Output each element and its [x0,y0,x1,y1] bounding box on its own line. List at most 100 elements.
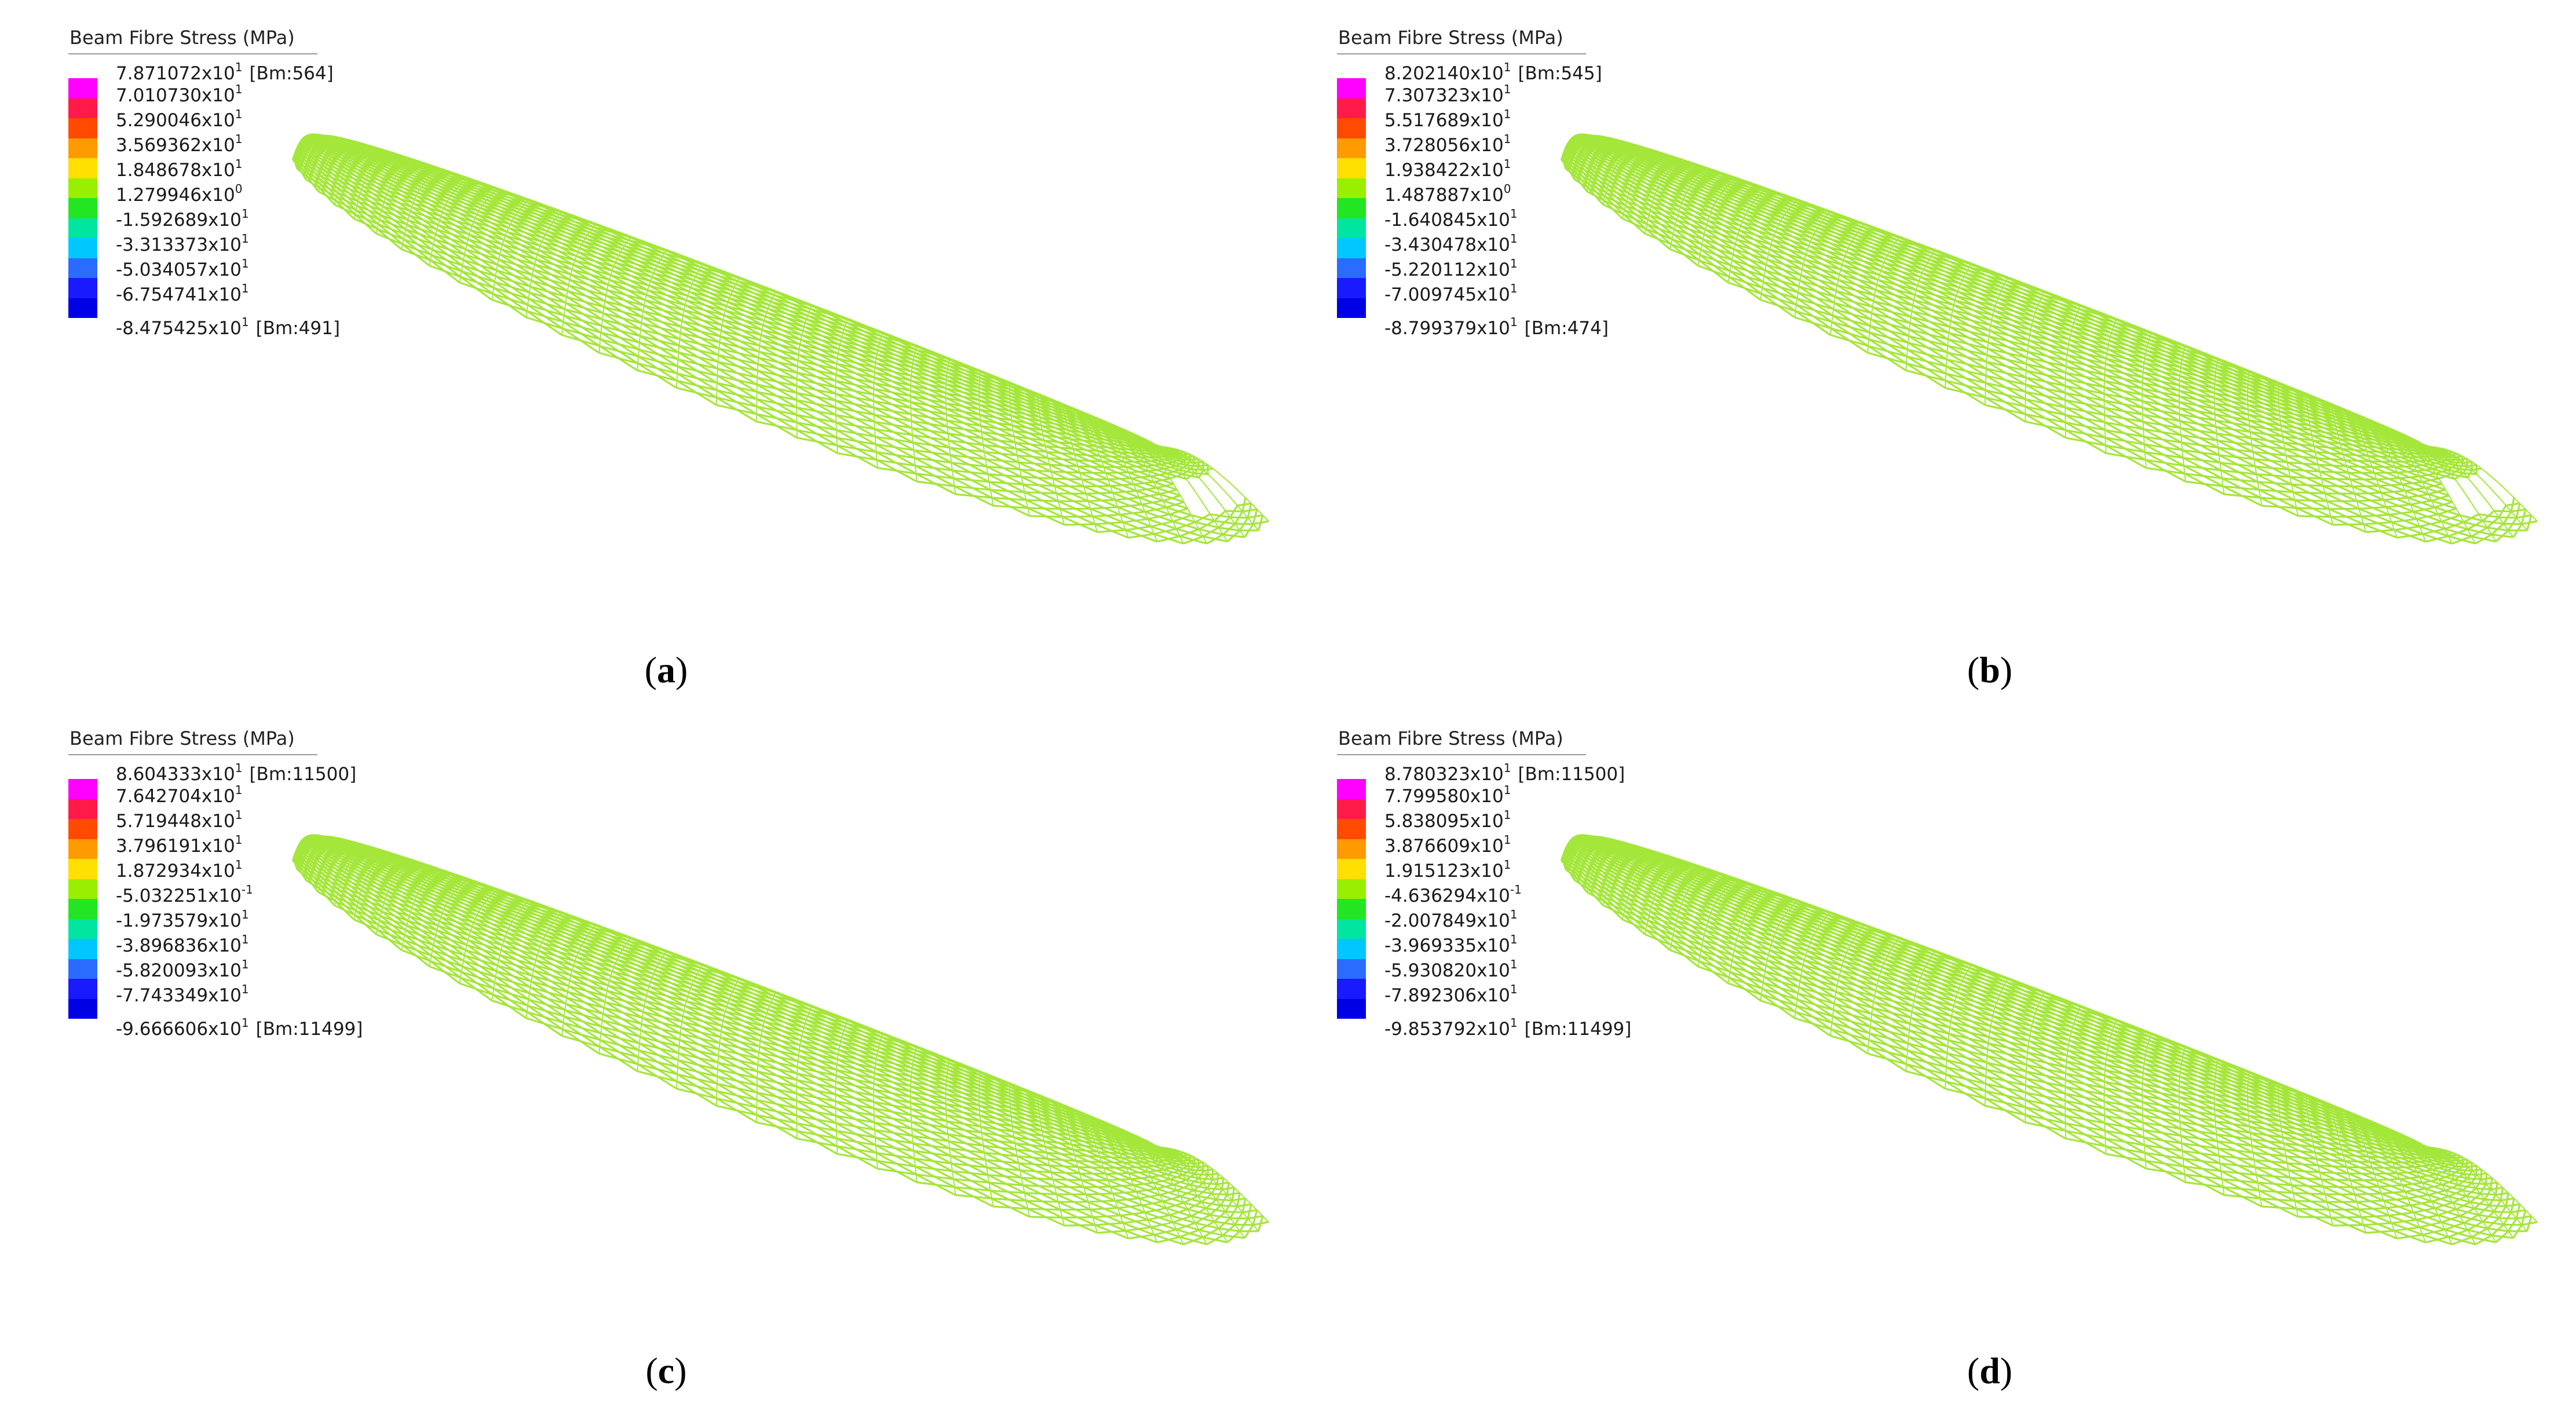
beam-member [527,1004,565,1018]
beam-member [1913,299,1953,311]
beam-member [494,281,530,294]
beam-member [1920,276,1960,289]
beam-member [1649,214,1676,226]
beam-member [796,1072,836,1083]
beam-member [535,959,573,971]
beam-member [576,956,614,968]
beam-member [772,297,811,310]
beam-member [835,1107,875,1117]
beam-member [1957,290,1997,303]
beam-member [1807,249,1844,261]
beam-member [1891,248,1930,261]
beam-member [1764,275,1799,288]
beam-member [461,183,494,194]
beam-member [1077,465,1104,468]
beam-member [405,929,435,941]
arch-rib [1644,160,1684,234]
beam-member [1156,483,1174,489]
beam-member [1097,1230,1126,1234]
beam-member [1120,510,1145,516]
beam-member [651,276,691,289]
beam-member [2333,523,2364,526]
beam-member [1199,1220,1215,1231]
beam-member [914,355,949,367]
beam-member [2435,469,2449,475]
beam-member [321,877,341,887]
beam-member [725,1010,765,1023]
beam-member [2419,520,2442,528]
beam-member [2336,429,2361,436]
beam-member [1194,513,1211,524]
beam-member [1668,170,1697,181]
beam-member [2319,470,2349,474]
beam-member [1945,372,1986,384]
beam-member [1234,1212,1244,1226]
beam-member [533,969,570,982]
beam-member [430,259,462,272]
beam-member [1713,204,1746,215]
beam-member [684,309,724,321]
arch-rib [676,964,703,1089]
beam-member [656,965,696,979]
beam-member [878,345,915,357]
beam-member [2455,459,2460,466]
beam-member [439,920,471,932]
beam-member [835,393,874,403]
beam-member [2388,451,2407,455]
beam-member [2383,496,2408,501]
beam-member [916,473,954,480]
beam-member [2032,320,2072,332]
beam-member [758,1058,798,1069]
beam-member [2283,441,2314,447]
beam-member [648,284,688,297]
beam-member [802,330,841,342]
colorbar-segment [68,979,97,999]
beam-member [756,413,797,423]
beam-member [1622,218,1646,230]
beam-member [1095,1142,1117,1147]
beam-member [456,888,489,899]
beam-member [567,290,605,302]
colorbar-segment [1337,98,1366,118]
beam-member [1211,1183,1218,1194]
beam-member [2214,407,2249,416]
beam-member [1697,265,1730,278]
beam-member [291,859,299,868]
beam-member [1182,468,1192,475]
beam-member [1112,489,1137,494]
beam-member [1048,457,1077,462]
beam-member [2217,447,2253,453]
arch-rib [2422,445,2528,531]
beam-member [378,924,405,936]
beam-member [1729,276,1763,289]
beam-member [1257,515,1264,531]
beam-member [1990,324,2030,336]
beam-member [642,310,682,322]
beam-member [541,941,579,954]
beam-member [913,1059,948,1071]
arch-rib [1727,188,1767,283]
beam-member [339,184,361,195]
beam-member [2181,363,2216,374]
beam-member [626,942,665,956]
beam-member [978,1092,1010,1102]
beam-member [493,287,529,300]
beam-member [757,405,797,416]
beam-member [1136,1187,1157,1193]
beam-member [1218,1217,1231,1230]
arch-rib [2330,404,2367,532]
beam-member [1150,520,1174,528]
beam-member [377,928,404,941]
beam-member [840,1040,878,1052]
beam-member [946,1076,980,1087]
beam-member [1951,314,1991,327]
beam-member [988,473,1022,478]
beam-member [587,234,625,247]
beam-member [601,1026,641,1038]
beam-member [2142,414,2180,422]
beam-member [1080,1172,1106,1175]
beam-member [472,926,506,938]
beam-member [354,914,379,926]
beam-member [984,1151,1018,1157]
beam-member [1565,167,1576,177]
